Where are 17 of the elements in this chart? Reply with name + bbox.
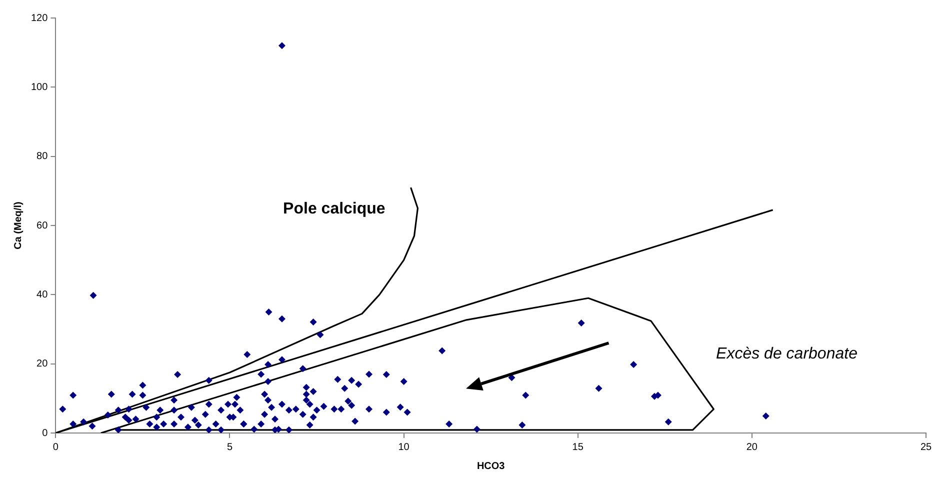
y-tick-label: 100 <box>30 82 48 93</box>
y-axis-title: Ca (Meq/l) <box>12 202 24 250</box>
x-tick-label: 15 <box>572 442 584 453</box>
x-tick-label: 5 <box>226 442 233 453</box>
annotation: Excès de carbonate <box>716 346 858 363</box>
x-tick-label: 0 <box>52 442 59 453</box>
y-tick-label: 120 <box>30 12 48 24</box>
annotation: Pole calcique <box>283 200 386 218</box>
x-axis-title: HCO3 <box>476 460 506 472</box>
x-tick-label: 20 <box>746 442 758 453</box>
y-tick-label: 60 <box>36 220 48 232</box>
y-tick-label: 20 <box>36 358 48 370</box>
x-tick-label: 10 <box>398 442 410 453</box>
y-tick-label: 80 <box>36 151 48 162</box>
y-tick-label: 40 <box>36 289 48 300</box>
x-tick-label: 25 <box>920 442 932 453</box>
y-tick-label: 0 <box>42 428 48 439</box>
